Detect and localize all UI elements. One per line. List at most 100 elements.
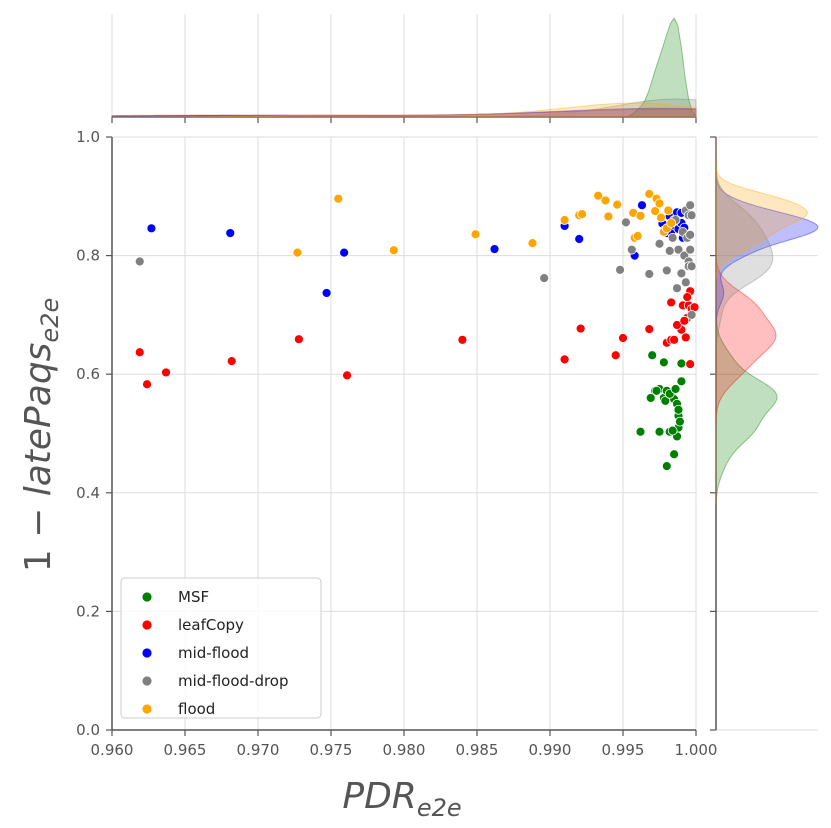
right-marginal-kde	[710, 136, 819, 731]
y-axis-title: 1 − latePaqse2e	[18, 298, 64, 572]
msf-point	[660, 395, 671, 406]
msf-point	[658, 357, 669, 368]
mid-flood-point	[146, 223, 157, 234]
flood-point	[650, 206, 661, 217]
right-kde-leafcopy	[715, 137, 777, 505]
flood-point	[388, 245, 399, 256]
mid-flood-point	[225, 228, 236, 238]
x-axis-title-main: PDR	[342, 776, 416, 817]
msf-point	[645, 393, 656, 403]
leafcopy-point	[575, 323, 586, 334]
flood-point	[656, 212, 666, 223]
y-tick-label: 0.4	[76, 484, 100, 502]
y-tick-label: 0.0	[76, 721, 100, 739]
flood-point	[612, 199, 623, 210]
flood-point	[632, 231, 643, 241]
flood-point	[527, 238, 538, 249]
x-axis-title-sub: e2e	[417, 794, 462, 822]
y-tick-label: 0.2	[76, 602, 100, 620]
flood-point	[600, 195, 611, 206]
x-tick-label: 0.980	[383, 741, 426, 759]
x-tick-label: 0.990	[529, 741, 572, 759]
flood-point	[663, 205, 674, 216]
mid-flood-drop-point	[626, 244, 637, 255]
x-tick-label: 0.985	[456, 741, 499, 759]
mid-flood-drop-point	[664, 245, 675, 256]
msf-point	[667, 425, 678, 436]
leafcopy-point	[134, 347, 145, 358]
leafcopy-point	[610, 350, 621, 361]
y-axis-title-sub: e2e	[36, 298, 64, 343]
flood-point	[333, 193, 344, 204]
leafcopy-point	[680, 332, 691, 343]
legend-marker	[141, 591, 153, 603]
mid-flood-drop-point	[673, 244, 684, 255]
flood-point	[644, 189, 655, 199]
msf-point	[651, 385, 662, 396]
mid-flood-drop-point	[676, 268, 687, 279]
legend-marker	[141, 675, 153, 687]
legend-label: flood	[178, 700, 215, 718]
leafcopy-point	[142, 379, 152, 390]
x-tick-label: 0.960	[91, 741, 134, 759]
mid-flood-drop-point	[644, 269, 655, 279]
leafcopy-point	[672, 320, 682, 330]
legend-label: mid-flood-drop	[178, 672, 289, 690]
leafcopy-point	[457, 334, 468, 345]
y-tick-label: 1.0	[76, 128, 100, 146]
top-kde-leafcopy	[111, 108, 697, 118]
mid-flood-drop-point	[654, 238, 665, 249]
right-kde-mid-flood-drop	[715, 137, 774, 505]
y-axis-title-prefix: 1 −	[18, 496, 59, 572]
msf-point	[661, 461, 672, 472]
msf-point	[673, 404, 684, 415]
x-tick-label: 1.000	[675, 741, 718, 759]
msf-point	[654, 426, 665, 437]
flood-point	[654, 198, 665, 209]
flood-point	[470, 229, 481, 240]
mid-flood-drop-point	[667, 232, 678, 243]
top-kde-mid-flood-drop	[111, 98, 697, 118]
mid-flood-drop-point	[686, 210, 697, 221]
leafcopy-point	[679, 315, 690, 326]
right-kde-flood	[715, 137, 809, 505]
x-tick-label: 0.995	[602, 741, 645, 759]
leafcopy-point	[226, 356, 237, 367]
legend-marker	[141, 619, 153, 631]
leafcopy-point	[644, 324, 655, 335]
legend: MSF leafCopy mid-flood mid-flood-drop flood	[120, 577, 322, 719]
legend-box	[120, 577, 322, 719]
mid-flood-drop-point	[685, 229, 696, 240]
leafcopy-point	[293, 334, 304, 345]
msf-point	[675, 416, 685, 427]
mid-flood-point	[339, 247, 350, 258]
y-axis-title-main: latePaqs	[18, 343, 59, 497]
mid-flood-drop-point	[680, 277, 691, 288]
legend-label: mid-flood	[178, 644, 249, 662]
msf-point	[669, 449, 679, 460]
leafcopy-point	[161, 367, 171, 378]
mid-flood-drop-point	[621, 217, 631, 228]
leafcopy-point	[666, 297, 677, 308]
legend-label: leafCopy	[178, 616, 244, 634]
mid-flood-drop-point	[134, 256, 145, 267]
svg-text:PDRe2e: PDRe2e	[342, 776, 461, 822]
mid-flood-point	[321, 288, 332, 298]
mid-flood-drop-point	[539, 273, 550, 284]
msf-point	[676, 358, 687, 369]
x-tick-label: 0.970	[237, 741, 280, 759]
right-kde-msf	[715, 137, 778, 506]
flood-point	[603, 211, 614, 222]
main-plot-area: 0.960 0.965 0.970 0.975 0.980 0.985 0.990 0.995…	[76, 128, 717, 759]
leafcopy-point	[669, 334, 679, 345]
leafcopy-point	[618, 333, 628, 343]
right-kde-mid-flood	[715, 137, 819, 505]
mid-flood-drop-point	[661, 265, 672, 276]
mid-flood-drop-point	[685, 244, 696, 255]
legend-marker	[141, 647, 153, 659]
flood-point	[577, 209, 588, 219]
y-tick-label: 0.8	[76, 247, 100, 265]
leafcopy-point	[342, 370, 352, 381]
mid-flood-point	[489, 244, 500, 254]
